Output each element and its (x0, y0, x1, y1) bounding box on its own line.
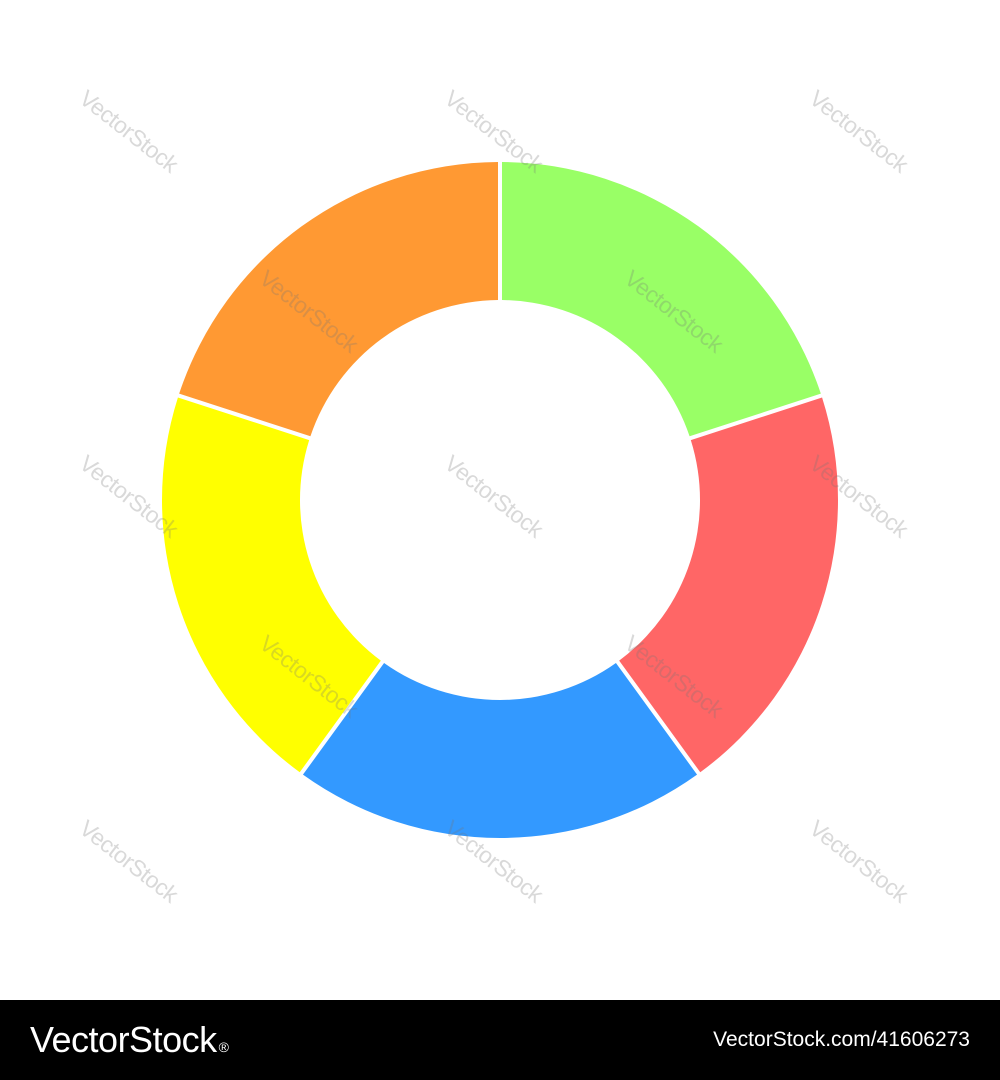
donut-slices (161, 162, 839, 839)
registered-mark: ® (218, 1039, 229, 1055)
donut-slice-1 (501, 162, 821, 437)
donut-slice-5 (179, 162, 499, 437)
footer-bar: VectorStock ® VectorStock.com/41606273 (0, 1000, 1000, 1080)
brand-logo[interactable]: VectorStock ® (30, 1019, 229, 1061)
donut-slice-3 (302, 662, 698, 839)
donut-slice-2 (619, 397, 839, 773)
stock-id-url[interactable]: VectorStock.com/41606273 (713, 1028, 970, 1051)
brand-name: VectorStock (30, 1019, 217, 1060)
donut-slice-4 (161, 397, 381, 773)
chart-area: VectorStock VectorStock VectorStock VectorS… (75, 85, 913, 908)
donut-chart (161, 162, 839, 839)
